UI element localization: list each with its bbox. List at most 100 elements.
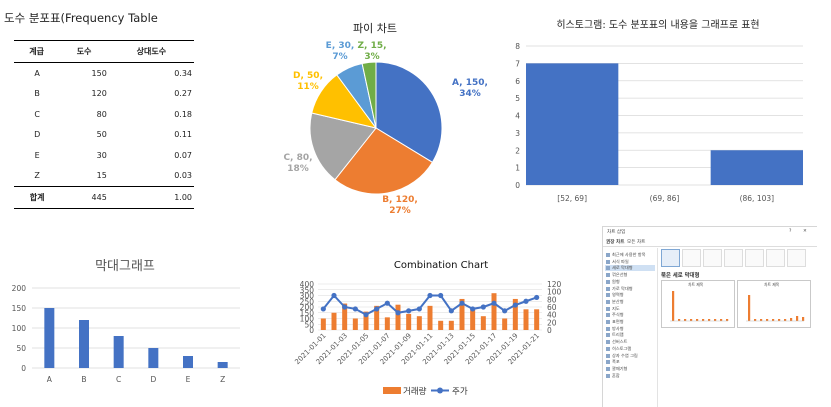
sidebar-item[interactable]: 폭포 <box>605 359 655 365</box>
y-tick-label-left: 250 <box>300 297 315 306</box>
sidebar-item-label: 표면형 <box>612 319 624 324</box>
pie-chart-title: 파이 차트 <box>353 22 397 35</box>
preview-title: 차트 제목 <box>688 282 704 287</box>
sidebar-item[interactable]: 최근에 사용한 항목 <box>605 252 655 258</box>
chart-type-icon <box>606 353 610 358</box>
x-tick-label: (86, 103] <box>740 194 775 203</box>
chart-subtype-button[interactable] <box>766 249 785 267</box>
volume-bar <box>395 304 401 330</box>
chart-subtype-button[interactable] <box>661 249 680 267</box>
table-cell: 0.11 <box>174 130 192 140</box>
histogram-bar <box>526 63 619 185</box>
price-marker <box>363 312 369 318</box>
tab-all-charts[interactable]: 모든 차트 <box>627 240 646 245</box>
sidebar-item[interactable]: 주식형 <box>605 312 655 318</box>
sidebar-item[interactable]: 지도 <box>605 306 655 312</box>
sidebar-item-label: 깔때기형 <box>612 365 628 371</box>
y-tick-label-left: 0 <box>309 326 314 335</box>
volume-bar <box>491 293 497 330</box>
table-row: D 50 0.11 <box>14 125 194 146</box>
bar-chart: 막대그래프 0 50 100 150 200 A B C D E Z <box>12 259 240 384</box>
chart-subtype-button[interactable] <box>682 249 701 267</box>
table-cell: D <box>34 130 41 140</box>
sidebar-item[interactable]: 원형 <box>605 279 655 285</box>
bar <box>44 308 55 368</box>
volume-bar <box>438 320 444 330</box>
preview-bar <box>720 319 723 321</box>
y-tick-label: 1 <box>515 164 520 173</box>
chart-type-icon <box>606 286 610 291</box>
sidebar-item[interactable]: 서식 파일 <box>605 259 655 265</box>
price-marker <box>480 304 486 310</box>
y-tick-label-right: 120 <box>547 280 562 289</box>
combination-chart-title: Combination Chart <box>394 260 488 271</box>
preview-bar <box>802 317 805 321</box>
chart-type-icon <box>606 333 610 338</box>
price-marker <box>459 300 465 306</box>
sidebar-item[interactable]: 깔때기형 <box>605 366 655 372</box>
price-marker <box>512 302 518 308</box>
sidebar-item[interactable]: 트리맵 <box>605 332 655 338</box>
chart-type-icon <box>606 306 610 311</box>
y-tick-label-right: 100 <box>547 288 562 297</box>
chart-subtype-button[interactable] <box>787 249 806 267</box>
sidebar-item[interactable]: 상자 수염 그림 <box>605 353 655 359</box>
pie-data-label: Z, 15, <box>357 41 386 51</box>
insert-chart-dialog: 차트 삽입 ? ✕ 권장 차트 모든 차트 최근에 사용한 항목 서식 파일 세로 … <box>602 226 817 407</box>
pie-slice <box>309 112 377 181</box>
x-tick-label: (69, 86] <box>650 194 680 203</box>
price-marker <box>427 292 433 299</box>
chart-subtype-button[interactable] <box>724 249 743 267</box>
chart-type-icon <box>606 259 610 264</box>
pie-data-label: B, 120, <box>382 195 418 205</box>
sidebar-item-label: 혼합 <box>612 372 620 378</box>
table-cell: 80 <box>96 109 107 119</box>
preview-bar <box>702 319 705 321</box>
chart-type-icon <box>606 326 610 331</box>
chart-subtype-button[interactable] <box>745 249 764 267</box>
table-cell: 합계 <box>14 186 60 209</box>
sidebar-item[interactable]: 선버스트 <box>605 339 655 345</box>
sidebar-item[interactable]: 가로 막대형 <box>605 286 655 292</box>
volume-bar <box>534 309 540 330</box>
chart-preview-2[interactable]: 차트 제목 <box>737 280 811 328</box>
chart-type-list: 최근에 사용한 항목 서식 파일 세로 막대형 꺾은선형 원형 가로 막대형 영역형 분산형 지… <box>605 248 655 407</box>
sidebar-item[interactable]: 히스토그램 <box>605 346 655 352</box>
volume-bar <box>480 316 486 330</box>
price-marker <box>384 300 390 306</box>
sidebar-item[interactable]: 표면형 <box>605 319 655 325</box>
sidebar-item-label: 지도 <box>612 305 620 311</box>
tab-recommended-charts[interactable]: 권장 차트 <box>606 240 625 245</box>
sidebar-item-label: 방사형 <box>612 325 624 331</box>
sidebar-item[interactable]: 영역형 <box>605 292 655 298</box>
x-tick-label: B <box>81 375 86 384</box>
sidebar-item[interactable]: 혼합 <box>605 373 655 379</box>
chart-type-icon <box>606 293 610 298</box>
price-marker <box>502 308 508 314</box>
sidebar-item-label: 꺾은선형 <box>612 272 628 278</box>
chart-subtype-button[interactable] <box>703 249 722 267</box>
help-button[interactable]: ? <box>789 229 792 234</box>
table-cell: 0.27 <box>174 89 192 99</box>
pie-data-label: 18% <box>287 164 309 174</box>
volume-bar <box>448 320 454 330</box>
close-button[interactable]: ✕ <box>803 229 807 234</box>
sidebar-item-label: 주식형 <box>612 312 624 318</box>
preview-bar <box>778 319 781 321</box>
pie-slice <box>375 61 443 164</box>
sidebar-item[interactable]: 방사형 <box>605 326 655 332</box>
sidebar-item-label: 원형 <box>612 278 620 284</box>
sidebar-item[interactable]: 세로 막대형 <box>605 265 655 272</box>
preview-bar <box>726 319 729 321</box>
chart-preview-1[interactable]: 차트 제목 <box>661 280 735 328</box>
sidebar-item-label: 가로 막대형 <box>612 285 633 291</box>
pie-data-label: 11% <box>297 82 319 92</box>
sidebar-item[interactable]: 분산형 <box>605 299 655 305</box>
sidebar-item[interactable]: 꺾은선형 <box>605 272 655 278</box>
volume-bar <box>406 313 412 330</box>
sidebar-item-label: 영역형 <box>612 292 624 298</box>
y-tick-label: 3 <box>515 129 520 138</box>
legend-label: 주가 <box>452 387 468 397</box>
pie-data-label: C, 80, <box>283 153 312 163</box>
y-tick-label: 0 <box>21 364 26 373</box>
